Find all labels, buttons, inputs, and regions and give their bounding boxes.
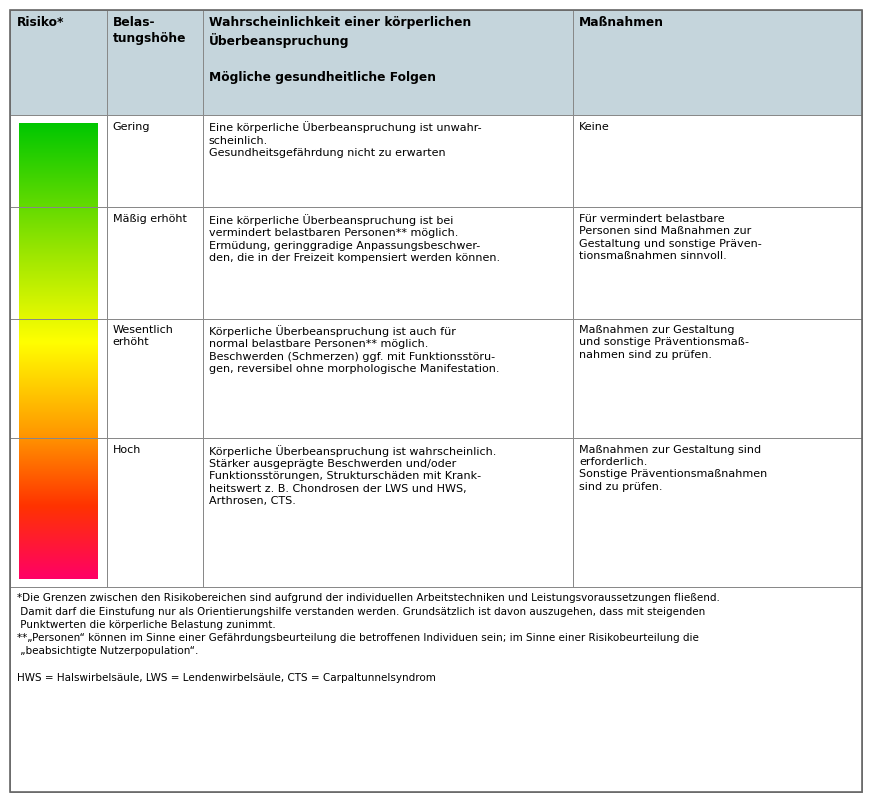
Bar — [203, 208, 573, 318]
Bar — [10, 208, 106, 318]
Bar — [106, 208, 203, 318]
Bar — [573, 318, 862, 438]
Text: Risiko*: Risiko* — [17, 16, 64, 29]
Bar — [203, 318, 573, 438]
Bar — [10, 208, 106, 318]
Text: *Die Grenzen zwischen den Risikobereichen sind aufgrund der individuellen Arbeit: *Die Grenzen zwischen den Risikobereiche… — [17, 593, 719, 683]
Bar — [573, 115, 862, 208]
Text: Wahrscheinlichkeit einer körperlichen
Überbeanspruchung: Wahrscheinlichkeit einer körperlichen Üb… — [209, 16, 471, 47]
Bar — [106, 318, 203, 438]
Text: Maßnahmen: Maßnahmen — [579, 16, 664, 29]
Bar — [10, 318, 106, 438]
Text: Mögliche gesundheitliche Folgen: Mögliche gesundheitliche Folgen — [209, 71, 436, 84]
Text: Körperliche Überbeanspruchung ist wahrscheinlich.
Stärker ausgeprägte Beschwerde: Körperliche Überbeanspruchung ist wahrsc… — [209, 444, 496, 506]
Bar — [573, 10, 862, 115]
Bar — [573, 438, 862, 587]
Bar — [10, 587, 862, 792]
Text: Maßnahmen zur Gestaltung
und sonstige Präventionsmaß-
nahmen sind zu prüfen.: Maßnahmen zur Gestaltung und sonstige Pr… — [579, 325, 749, 360]
Bar — [203, 438, 573, 587]
Text: Mäßig erhöht: Mäßig erhöht — [112, 214, 187, 224]
Bar — [106, 10, 203, 115]
Text: Wesentlich
erhöht: Wesentlich erhöht — [112, 325, 174, 347]
Text: Maßnahmen zur Gestaltung sind
erforderlich.
Sonstige Präventionsmaßnahmen
sind z: Maßnahmen zur Gestaltung sind erforderli… — [579, 444, 767, 492]
Text: Eine körperliche Überbeanspruchung ist unwahr-
scheinlich.
Gesundheitsgefährdung: Eine körperliche Überbeanspruchung ist u… — [209, 122, 481, 158]
Bar — [10, 318, 106, 438]
Text: Keine: Keine — [579, 122, 610, 132]
Bar — [106, 438, 203, 587]
Bar — [10, 438, 106, 587]
Bar — [203, 10, 573, 115]
Text: Körperliche Überbeanspruchung ist auch für
normal belastbare Personen** möglich.: Körperliche Überbeanspruchung ist auch f… — [209, 325, 500, 374]
Bar — [573, 208, 862, 318]
Bar — [106, 115, 203, 208]
Bar — [203, 115, 573, 208]
Text: Für vermindert belastbare
Personen sind Maßnahmen zur
Gestaltung und sonstige Pr: Für vermindert belastbare Personen sind … — [579, 214, 762, 261]
Text: Hoch: Hoch — [112, 444, 141, 455]
Text: Eine körperliche Überbeanspruchung ist bei
vermindert belastbaren Personen** mög: Eine körperliche Überbeanspruchung ist b… — [209, 214, 500, 263]
Bar — [10, 115, 106, 208]
Text: Belas-
tungshöhe: Belas- tungshöhe — [112, 16, 187, 45]
Bar — [10, 438, 106, 587]
Bar — [10, 115, 106, 208]
Text: Gering: Gering — [112, 122, 150, 132]
Bar — [10, 10, 106, 115]
